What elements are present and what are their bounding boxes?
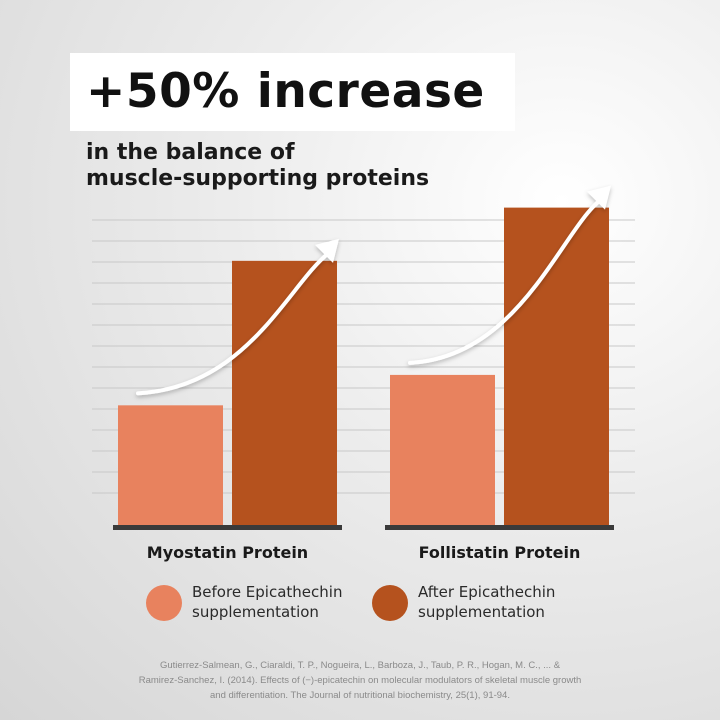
category-label-1: Follistatin Protein bbox=[419, 543, 581, 562]
citation-line-3: and differentiation. The Journal of nutr… bbox=[210, 690, 510, 701]
baseline-0 bbox=[113, 525, 342, 530]
legend-label-before: Before Epicathechin supplementation bbox=[192, 582, 342, 622]
citation-line-2: Ramirez-Sanchez, I. (2014). Effects of (… bbox=[138, 675, 582, 686]
legend-label-after-line-2: supplementation bbox=[418, 603, 545, 621]
bar-before-1 bbox=[390, 374, 495, 527]
headline: +50% increase bbox=[86, 64, 485, 119]
legend-label-after-line-1: After Epicathechin bbox=[418, 583, 556, 601]
trend-arrow-head bbox=[315, 238, 339, 263]
trend-arrow-0 bbox=[136, 238, 339, 396]
legend-swatch-after bbox=[372, 585, 408, 621]
legend-label-before-line-2: supplementation bbox=[192, 603, 319, 621]
trend-arrow-shaft bbox=[136, 250, 331, 396]
subheadline: in the balance of muscle-supporting prot… bbox=[86, 140, 429, 192]
bar-before-0 bbox=[118, 405, 223, 527]
trend-arrow-shaft bbox=[408, 197, 603, 365]
category-label-0: Myostatin Protein bbox=[147, 543, 308, 562]
citation-line-1: Gutierrez-Salmean, G., Ciaraldi, T. P., … bbox=[159, 660, 561, 671]
category-labels: Myostatin Protein Follistatin Protein bbox=[147, 543, 581, 562]
citation: Gutierrez-Salmean, G., Ciaraldi, T. P., … bbox=[60, 658, 660, 703]
trend-arrow-head bbox=[587, 185, 611, 210]
trend-arrow-1 bbox=[408, 185, 611, 365]
subheadline-line-1: in the balance of bbox=[86, 140, 295, 165]
baselines bbox=[113, 525, 614, 530]
legend-label-after: After Epicathechin supplementation bbox=[418, 582, 555, 622]
legend-label-before-line-1: Before Epicathechin bbox=[192, 583, 343, 601]
headline-background bbox=[70, 53, 515, 131]
trend-arrows bbox=[136, 185, 611, 396]
legend-swatch-before bbox=[146, 585, 182, 621]
baseline-1 bbox=[385, 525, 614, 530]
bar-after-1 bbox=[504, 207, 609, 527]
subheadline-line-2: muscle-supporting proteins bbox=[86, 166, 430, 191]
